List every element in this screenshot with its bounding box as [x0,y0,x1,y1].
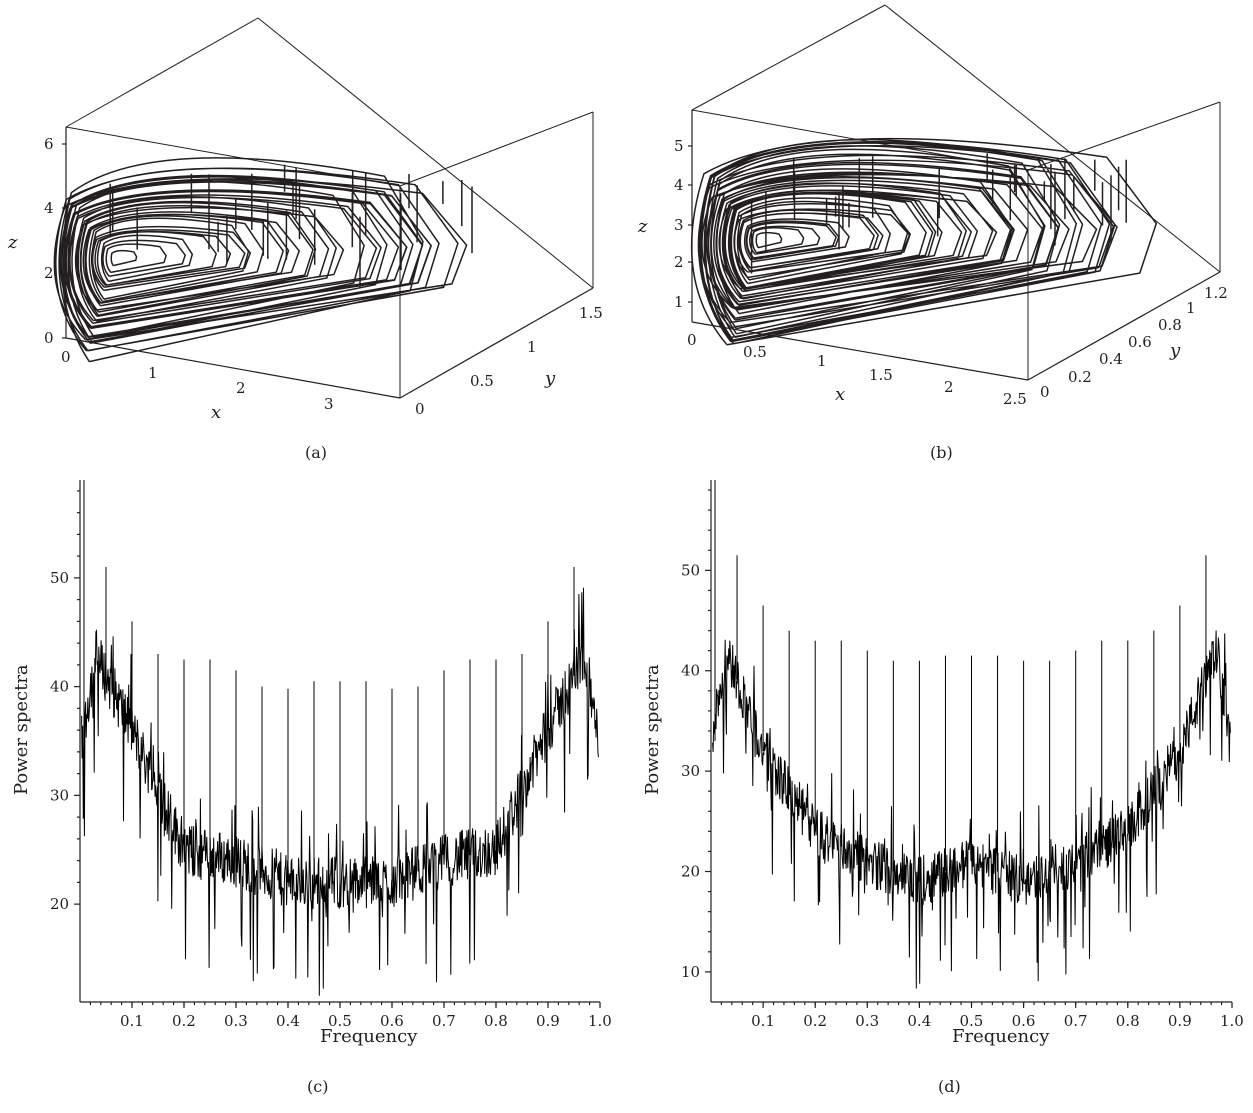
panel-b-x-ticks: 0 0.5 1 1.5 2 2.5 x [687,331,1027,408]
panel-b: 1 2 3 4 5 z 0 0.5 1 1.5 2 2.5 x 0 0.2 0.… [637,4,1228,462]
b-x-tick-15: 1.5 [869,366,893,384]
a-z-tick-6: 6 [44,135,54,153]
x-tick-label: 0.6 [1012,1012,1036,1030]
b-y-tick-0: 0 [1040,383,1050,401]
panel-a-x-ticks: 0 1 2 3 x [61,348,334,423]
b-y-tick-04: 0.4 [1099,350,1123,368]
a-x-label: x [211,402,221,423]
panel-b-z-ticks: 1 2 3 4 5 z [637,137,692,311]
x-tick-label: 0.5 [328,1012,352,1030]
panel-b-y-ticks: 0 0.2 0.4 0.6 0.8 1 1.2 y [1040,284,1228,401]
x-tick-label: 1.0 [1220,1012,1244,1030]
x-tick-label: 0.1 [120,1012,144,1030]
trajectory-path [53,157,468,363]
b-y-tick-1: 1 [1186,299,1196,317]
y-tick-label: 40 [50,678,69,696]
caption-b: (b) [930,443,953,462]
x-tick-label: 0.5 [960,1012,984,1030]
trajectory-path [690,137,1158,346]
c-y-label: Power spectra [11,664,32,795]
caption-a: (a) [305,443,327,462]
panel-a-z-ticks: 0 2 4 6 z [7,135,66,347]
x-tick-label: 1.0 [588,1012,612,1030]
panel-a-box [65,17,594,399]
caption-c: (c) [307,1077,328,1096]
panel-d-spectrum [712,480,1231,989]
x-tick-label: 0.2 [803,1012,827,1030]
b-x-tick-2: 2 [944,378,954,396]
x-tick-label: 0.7 [432,1012,456,1030]
b-x-tick-0: 0 [687,331,697,349]
panel-c-x-axis: 0.1 0.2 0.3 0.4 0.5 0.6 0.7 0.8 0.9 1.0 [89,1002,612,1030]
caption-d: (d) [938,1077,961,1096]
a-x-tick-3: 3 [324,395,334,413]
x-tick-label: 0.2 [172,1012,196,1030]
panel-d-x-axis: 0.1 0.2 0.3 0.4 0.5 0.6 0.7 0.8 0.9 1.0 [720,1002,1244,1030]
a-x-tick-1: 1 [148,364,158,382]
b-y-tick-12: 1.2 [1204,284,1228,302]
panel-a-y-ticks: 0 0.5 1 1.5 y [415,304,603,418]
a-y-tick-1: 1 [527,338,537,356]
b-x-label: x [835,384,845,405]
x-tick-label: 0.3 [855,1012,879,1030]
b-z-tick-1: 1 [674,293,684,311]
a-y-label: y [544,368,556,389]
x-tick-label: 0.8 [484,1012,508,1030]
y-tick-label: 20 [681,863,700,881]
trajectory-jumps [750,153,1127,274]
y-tick-label: 30 [50,786,69,804]
b-z-tick-2: 2 [674,253,684,271]
a-z-tick-2: 2 [44,264,54,282]
panel-d: 10 20 30 40 50 0.1 0.2 0.3 0.4 0.5 0.6 0.7 0.8 0.9 1.… [642,480,1244,1096]
x-tick-label: 0.6 [380,1012,404,1030]
x-tick-label: 0.4 [907,1012,931,1030]
panel-c-y-axis: 20 30 40 50 [50,490,80,913]
a-x-tick-0: 0 [61,348,71,366]
y-tick-label: 40 [681,662,700,680]
y-tick-label: 10 [681,963,700,981]
x-tick-label: 0.9 [536,1012,560,1030]
a-y-tick-15: 1.5 [579,304,603,322]
d-x-label: Frequency [952,1026,1050,1047]
b-z-label: z [637,216,648,237]
panel-d-y-axis: 10 20 30 40 50 [681,489,711,981]
a-z-tick-0: 0 [44,329,54,347]
b-y-tick-02: 0.2 [1068,368,1092,386]
y-tick-label: 30 [681,762,700,780]
x-tick-label: 0.1 [751,1012,775,1030]
panel-b-trajectory [690,137,1158,346]
x-tick-label: 0.3 [224,1012,248,1030]
trajectory-jumps [109,164,473,288]
c-x-label: Frequency [320,1026,418,1047]
a-y-tick-0: 0 [415,400,425,418]
x-tick-label: 0.7 [1064,1012,1088,1030]
x-tick-label: 0.4 [276,1012,300,1030]
panel-a-trajectory [53,157,473,363]
b-x-tick-1: 1 [817,352,827,370]
panel-a: 0 2 4 6 z 0 1 2 3 x 0 0.5 1 1.5 y (a) [7,17,603,462]
b-y-tick-06: 0.6 [1128,333,1152,351]
b-y-tick-08: 0.8 [1158,316,1182,334]
d-y-label: Power spectra [642,664,663,795]
b-z-tick-4: 4 [674,176,684,194]
x-tick-label: 0.8 [1116,1012,1140,1030]
panel-c-spectrum [81,480,599,996]
b-z-tick-3: 3 [674,216,684,234]
y-tick-label: 50 [681,561,700,579]
y-tick-label: 50 [50,569,69,587]
b-x-tick-05: 0.5 [743,343,767,361]
b-y-label: y [1169,340,1181,361]
a-y-tick-05: 0.5 [470,372,494,390]
b-z-tick-5: 5 [674,137,684,155]
a-z-label: z [7,232,18,253]
b-x-tick-25: 2.5 [1003,390,1027,408]
y-tick-label: 20 [50,895,69,913]
a-x-tick-2: 2 [236,379,246,397]
a-z-tick-4: 4 [44,199,54,217]
x-tick-label: 0.9 [1168,1012,1192,1030]
